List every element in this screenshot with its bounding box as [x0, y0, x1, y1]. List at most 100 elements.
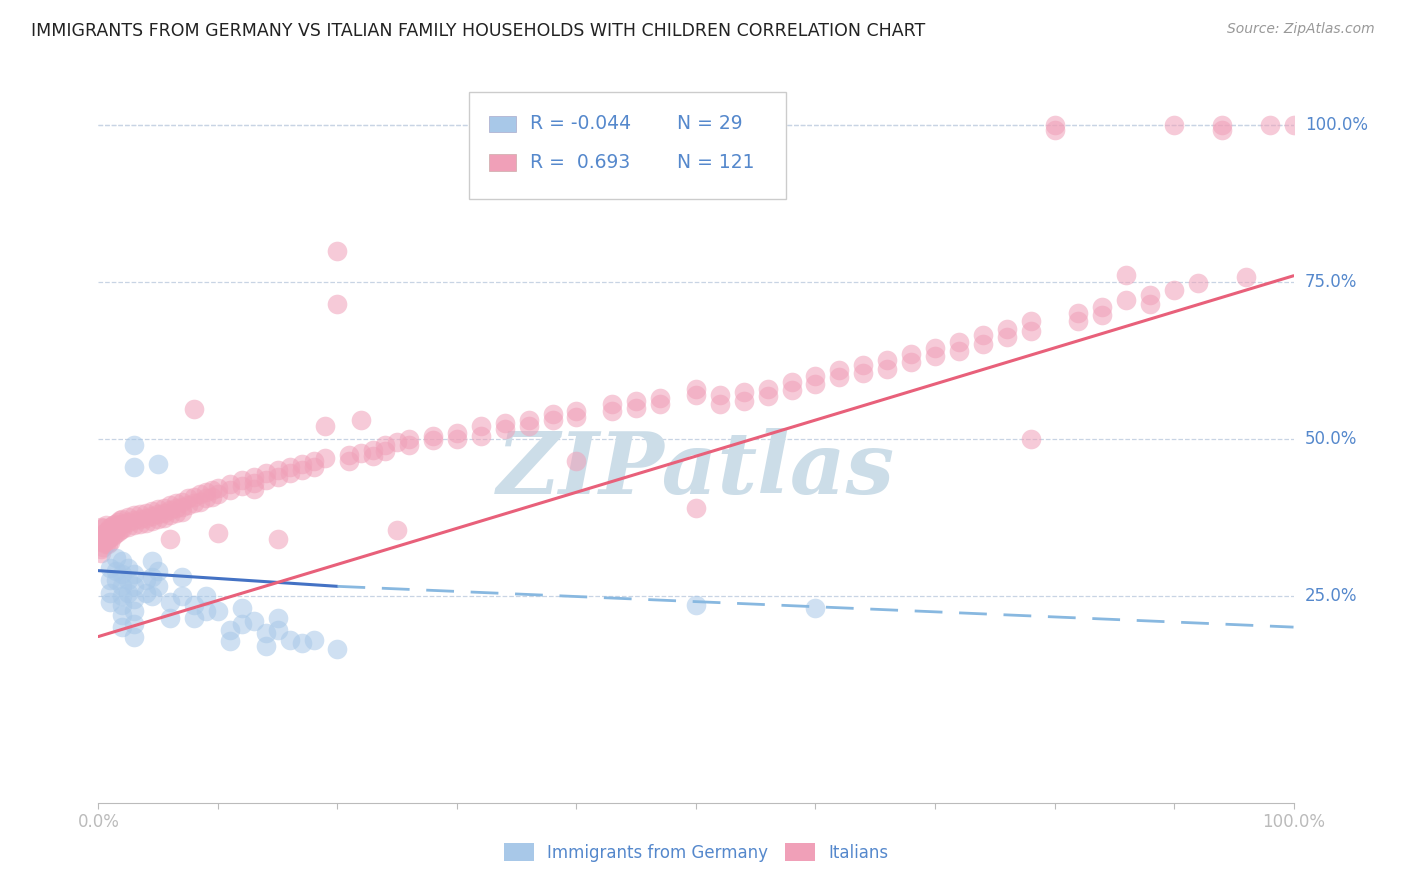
Point: [188, 487, 211, 501]
Point: [900, 347, 922, 361]
Point: [98, 520, 122, 534]
Point: [470, 429, 492, 443]
Point: [111, 607, 134, 622]
Point: [159, 611, 181, 625]
Point: [494, 422, 516, 436]
Text: ZIPatlas: ZIPatlas: [496, 428, 896, 511]
Point: [852, 366, 875, 380]
Point: [129, 512, 152, 526]
Point: [948, 334, 970, 349]
Point: [243, 469, 266, 483]
Point: [117, 516, 139, 530]
Point: [148, 507, 170, 521]
Text: N = 121: N = 121: [676, 153, 755, 172]
Point: [111, 566, 134, 581]
Point: [1091, 308, 1114, 322]
Point: [685, 500, 707, 515]
Point: [254, 639, 277, 653]
Point: [98, 560, 122, 574]
Point: [291, 463, 314, 477]
Text: R =  0.693: R = 0.693: [530, 153, 630, 172]
Point: [111, 512, 134, 526]
Point: [243, 614, 266, 628]
Point: [1091, 300, 1114, 314]
Point: [124, 630, 146, 644]
Point: [90, 529, 112, 543]
Point: [363, 450, 385, 464]
Point: [111, 589, 134, 603]
Point: [101, 528, 124, 542]
Point: [470, 419, 492, 434]
Point: [243, 475, 266, 490]
Text: 50.0%: 50.0%: [1305, 430, 1357, 448]
Point: [148, 512, 170, 526]
Point: [1019, 314, 1042, 328]
Point: [278, 467, 301, 481]
Point: [129, 507, 152, 521]
Point: [972, 328, 994, 343]
Point: [111, 579, 134, 593]
Text: IMMIGRANTS FROM GERMANY VS ITALIAN FAMILY HOUSEHOLDS WITH CHILDREN CORRELATION C: IMMIGRANTS FROM GERMANY VS ITALIAN FAMIL…: [31, 22, 925, 40]
Point: [219, 483, 242, 498]
Point: [104, 516, 127, 531]
Point: [243, 482, 266, 496]
Point: [90, 535, 112, 549]
Point: [876, 361, 898, 376]
Point: [626, 401, 648, 415]
Point: [267, 463, 290, 477]
Point: [98, 573, 122, 587]
Point: [195, 485, 218, 500]
Point: [804, 601, 827, 615]
Point: [948, 344, 970, 359]
Point: [626, 394, 648, 409]
Point: [267, 624, 290, 638]
Point: [159, 498, 181, 512]
Point: [828, 370, 851, 384]
Point: [135, 516, 157, 530]
Point: [117, 585, 139, 599]
Text: Source: ZipAtlas.com: Source: ZipAtlas.com: [1227, 22, 1375, 37]
Point: [195, 491, 218, 506]
Point: [267, 469, 290, 483]
Point: [326, 297, 349, 311]
Point: [207, 526, 229, 541]
Point: [254, 473, 277, 487]
Point: [177, 498, 200, 512]
Point: [852, 358, 875, 372]
Point: [374, 438, 396, 452]
Point: [1187, 277, 1209, 291]
Point: [111, 598, 134, 612]
Point: [302, 632, 325, 647]
Point: [172, 494, 194, 508]
Point: [165, 500, 187, 515]
Point: [201, 483, 224, 498]
Point: [159, 533, 181, 547]
Point: [108, 518, 131, 533]
Point: [111, 517, 134, 532]
Point: [98, 595, 122, 609]
Point: [254, 626, 277, 640]
Point: [90, 546, 112, 560]
Point: [117, 573, 139, 587]
Point: [148, 564, 170, 578]
Point: [124, 604, 146, 618]
Point: [267, 533, 290, 547]
Point: [207, 487, 229, 501]
Point: [98, 530, 122, 544]
Point: [302, 460, 325, 475]
Point: [685, 598, 707, 612]
Point: [135, 506, 157, 520]
Point: [733, 384, 755, 399]
Point: [94, 518, 117, 533]
Point: [159, 503, 181, 517]
Point: [141, 589, 163, 603]
Point: [1043, 118, 1066, 132]
Point: [219, 624, 242, 638]
Point: [148, 579, 170, 593]
Point: [129, 517, 152, 532]
Point: [733, 394, 755, 409]
Point: [104, 526, 127, 541]
Point: [183, 490, 205, 504]
Point: [374, 444, 396, 458]
Point: [91, 521, 114, 535]
